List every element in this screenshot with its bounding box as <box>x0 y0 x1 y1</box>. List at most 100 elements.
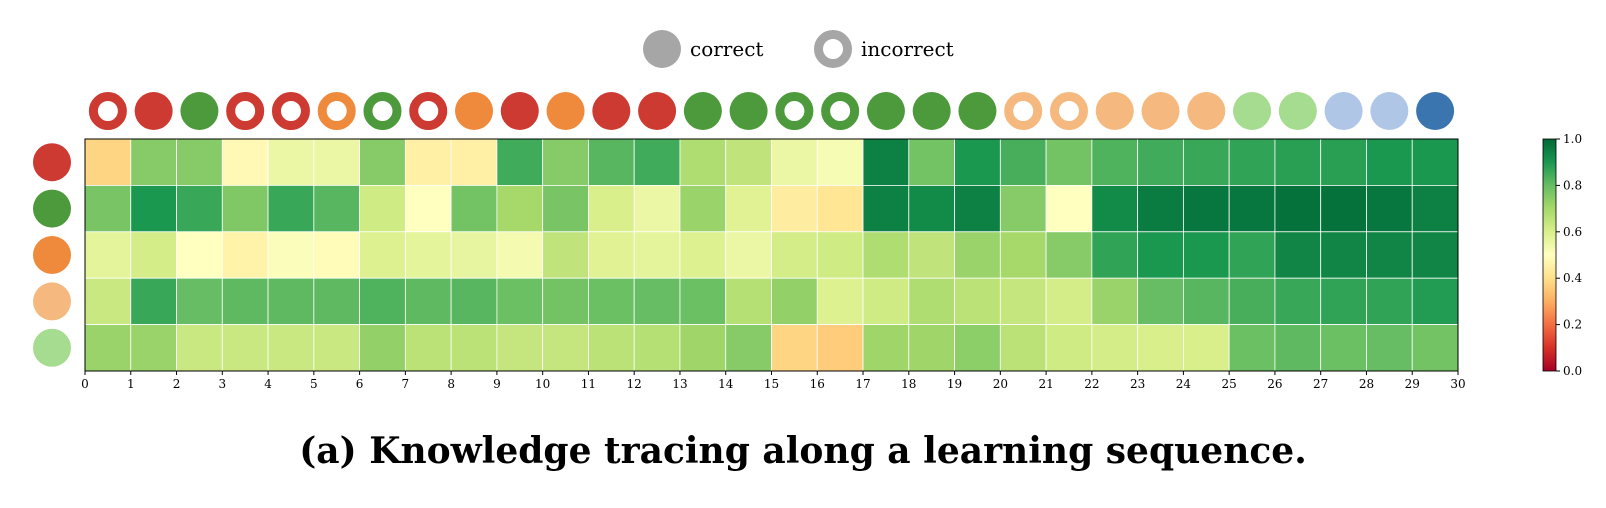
heatmap-cell <box>1091 277 1139 326</box>
heatmap-cell <box>725 138 772 186</box>
heatmap-cell <box>1228 184 1276 233</box>
heatmap-cell <box>1411 231 1459 279</box>
heatmap-cell <box>1137 184 1184 233</box>
heatmap-cell <box>359 277 406 326</box>
sequence-markers <box>88 92 1455 130</box>
sequence-marker-correct <box>683 92 722 130</box>
heatmap-cell <box>1183 184 1230 233</box>
x-tick-label: 12 <box>627 377 642 391</box>
x-tick-label: 4 <box>264 377 272 391</box>
heatmap-cell <box>1411 138 1459 186</box>
x-tick-label: 14 <box>718 377 734 391</box>
heatmap-cell <box>359 138 406 186</box>
sequence-marker-incorrect <box>88 92 127 130</box>
heatmap-cell <box>999 184 1047 233</box>
heatmap-cell <box>954 231 1001 279</box>
heatmap-cell <box>954 138 1001 186</box>
heatmap-cell <box>176 324 223 372</box>
heatmap-cell <box>359 184 406 233</box>
heatmap-cell <box>1320 324 1367 372</box>
heatmap-cell <box>862 184 910 233</box>
heatmap-cell <box>1411 277 1459 326</box>
heatmap-cell <box>862 231 910 279</box>
heatmap-cell <box>679 184 727 233</box>
heatmap-cell <box>1320 184 1367 233</box>
heatmap-cell <box>1137 324 1184 372</box>
heatmap-cell <box>771 138 818 186</box>
heatmap-cell <box>1274 138 1322 186</box>
sequence-marker-incorrect <box>271 92 310 130</box>
heatmap-cell <box>1137 138 1184 186</box>
sequence-marker-correct <box>180 92 219 130</box>
legend-correct-marker <box>643 30 681 68</box>
heatmap-cell <box>588 231 635 279</box>
heatmap-cell <box>999 277 1047 326</box>
heatmap-cell <box>267 138 315 186</box>
x-tick-label: 5 <box>310 377 318 391</box>
heatmap-cell <box>816 184 864 233</box>
sequence-marker-incorrect <box>775 92 814 130</box>
heatmap-cell <box>1366 138 1413 186</box>
heatmap-cell <box>542 277 589 326</box>
heatmap-cell <box>404 277 452 326</box>
x-tick-label: 20 <box>993 377 1008 391</box>
x-tick-label: 1 <box>127 377 135 391</box>
heatmap-cell <box>267 231 315 279</box>
heatmap-cell <box>450 138 498 186</box>
heatmap-cell <box>450 231 498 279</box>
heatmap-cell <box>221 277 269 326</box>
heatmap-cell <box>1137 231 1184 279</box>
heatmap-cell <box>725 277 772 326</box>
heatmap-cell <box>1228 231 1276 279</box>
heatmap-cell <box>496 184 544 233</box>
heatmap-cell <box>954 324 1001 372</box>
heatmap-cell <box>130 324 177 372</box>
heatmap-cell <box>908 231 955 279</box>
heatmap-cell <box>359 324 406 372</box>
sequence-marker-correct <box>455 92 494 130</box>
heatmap-cell <box>1274 231 1322 279</box>
heatmap-cell <box>1320 277 1367 326</box>
x-tick-label: 29 <box>1405 377 1420 391</box>
sequence-marker-correct <box>958 92 997 130</box>
heatmap-cell <box>862 138 910 186</box>
heatmap <box>84 138 1459 372</box>
heatmap-cell <box>1045 184 1093 233</box>
sequence-marker-correct <box>546 92 585 130</box>
heatmap-cell <box>771 277 818 326</box>
sequence-marker-correct <box>1416 92 1455 130</box>
heatmap-cell <box>313 324 361 372</box>
sequence-marker-correct <box>592 92 631 130</box>
heatmap-cell <box>1274 277 1322 326</box>
heatmap-cell <box>1366 324 1413 372</box>
heatmap-cell <box>816 277 864 326</box>
heatmap-cell <box>1228 277 1276 326</box>
heatmap-cell <box>450 277 498 326</box>
heatmap-cell <box>1366 231 1413 279</box>
heatmap-cell <box>1045 231 1093 279</box>
x-tick-label: 6 <box>356 377 364 391</box>
heatmap-cell <box>1137 277 1184 326</box>
heatmap-cell <box>588 277 635 326</box>
heatmap-cell <box>542 324 589 372</box>
heatmap-cell <box>725 324 772 372</box>
sequence-marker-correct <box>1324 92 1363 130</box>
concept-marker <box>33 282 71 321</box>
heatmap-cell <box>221 138 269 186</box>
heatmap-cell <box>1045 324 1093 372</box>
x-tick-label: 3 <box>218 377 226 391</box>
sequence-marker-correct <box>134 92 173 130</box>
heatmap-cell <box>542 138 589 186</box>
colorbar-tick-label: 0.8 <box>1563 178 1582 192</box>
heatmap-cell <box>633 231 681 279</box>
heatmap-cell <box>1183 231 1230 279</box>
x-tick-label: 22 <box>1084 377 1099 391</box>
sequence-marker-correct <box>1370 92 1409 130</box>
heatmap-cell <box>176 231 223 279</box>
heatmap-cell <box>679 231 727 279</box>
colorbar: 0.0 0.2 0.4 0.6 0.8 1.0 <box>1542 132 1582 378</box>
heatmap-cell <box>130 277 177 326</box>
heatmap-cell <box>633 277 681 326</box>
heatmap-cell <box>725 231 772 279</box>
legend-correct-label: correct <box>690 37 763 61</box>
